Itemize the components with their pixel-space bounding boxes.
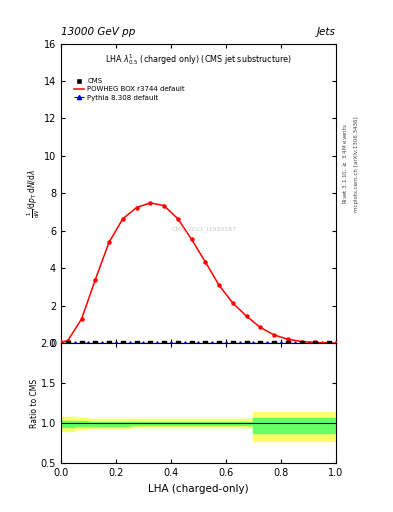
- Point: [216, 339, 222, 348]
- Point: [312, 339, 318, 348]
- Point: [326, 339, 332, 348]
- Legend: CMS, POWHEG BOX r3744 default, Pythia 8.308 default: CMS, POWHEG BOX r3744 default, Pythia 8.…: [73, 77, 186, 102]
- Point: [92, 339, 98, 348]
- Point: [147, 339, 153, 348]
- Point: [64, 339, 71, 348]
- Point: [106, 339, 112, 348]
- Y-axis label: $\frac{1}{\mathrm{d}N} / \mathrm{d}p_\mathrm{T}\,\mathrm{d}N / \mathrm{d}\lambda: $\frac{1}{\mathrm{d}N} / \mathrm{d}p_\ma…: [26, 169, 42, 218]
- Text: mcplots.cern.ch [arXiv:1306.3436]: mcplots.cern.ch [arXiv:1306.3436]: [354, 116, 359, 211]
- Point: [244, 339, 250, 348]
- Text: LHA $\lambda^{1}_{0.5}$ (charged only) (CMS jet substructure): LHA $\lambda^{1}_{0.5}$ (charged only) (…: [105, 53, 292, 68]
- Point: [134, 339, 140, 348]
- Point: [285, 339, 291, 348]
- Point: [119, 339, 126, 348]
- Text: Rivet 3.1.10, $\geq$ 3.4M events: Rivet 3.1.10, $\geq$ 3.4M events: [341, 123, 349, 204]
- Point: [271, 339, 277, 348]
- Point: [174, 339, 181, 348]
- Text: 13000 GeV pp: 13000 GeV pp: [61, 27, 135, 37]
- Point: [79, 339, 85, 348]
- Point: [230, 339, 236, 348]
- X-axis label: LHA (charged-only): LHA (charged-only): [148, 484, 249, 494]
- Text: CMS_2021_I1920187: CMS_2021_I1920187: [171, 227, 237, 232]
- Point: [299, 339, 305, 348]
- Point: [202, 339, 208, 348]
- Point: [257, 339, 263, 348]
- Point: [161, 339, 167, 348]
- Point: [189, 339, 195, 348]
- Text: Jets: Jets: [317, 27, 336, 37]
- Y-axis label: Ratio to CMS: Ratio to CMS: [30, 379, 39, 428]
